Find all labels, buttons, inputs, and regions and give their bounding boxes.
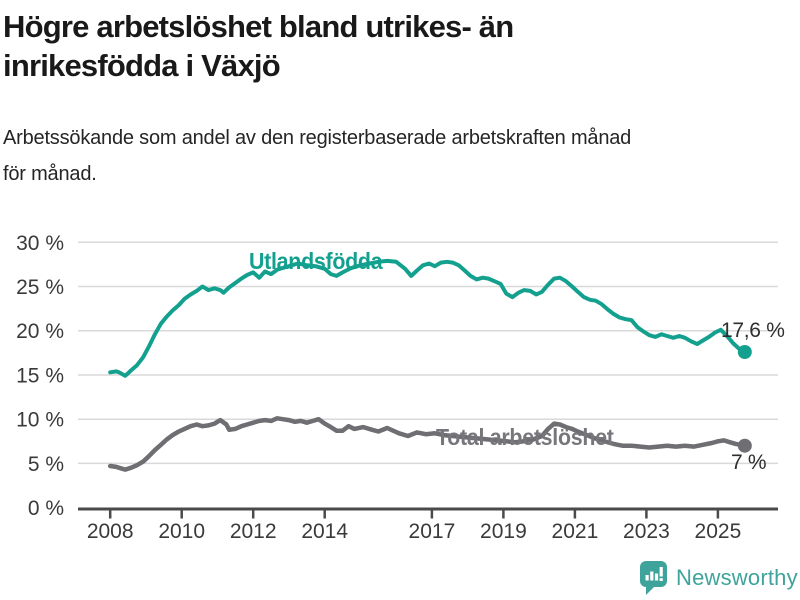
- series-line-1: [107, 416, 748, 472]
- series-label-total-arbetsloshet: Total arbetslöshet: [436, 424, 614, 450]
- x-tick-label: 2021: [552, 520, 599, 543]
- logo-bar-1: [645, 575, 649, 581]
- y-tick-label: 25 %: [16, 276, 64, 299]
- x-tick-label: 2014: [301, 520, 348, 543]
- subtitle-line-1: Arbetssökande som andel av den registerb…: [3, 127, 632, 149]
- y-tick-label: 0 %: [28, 497, 64, 520]
- subtitle-line-2: för månad.: [3, 163, 97, 185]
- y-tick-label: 30 %: [16, 232, 64, 255]
- logo-bubble-shape: [640, 561, 667, 595]
- series-label-utlandsfodda: Utlandsfödda: [249, 248, 383, 274]
- logo-bar-3: [654, 573, 659, 581]
- newsworthy-logo-text: Newsworthy: [676, 565, 798, 590]
- logo-exclamation-stem: [659, 567, 663, 577]
- x-tick-label: 2023: [623, 520, 670, 543]
- series-end-dot-1: [737, 438, 752, 453]
- y-tick-label: 15 %: [16, 365, 64, 388]
- chart-subtitle: Arbetssökande som andel av den registerb…: [3, 120, 783, 192]
- x-tick-label: 2010: [158, 520, 205, 543]
- gridlines: [78, 241, 778, 465]
- x-tick-label: 2017: [409, 520, 456, 543]
- y-axis-labels: 0 % 5 % 10 % 15 % 20 % 25 % 30 %: [16, 232, 64, 520]
- series-end-dot-0: [737, 345, 752, 359]
- logo-exclamation-dot: [659, 578, 663, 581]
- newsworthy-logo-icon: [640, 561, 667, 595]
- series-line-0: [108, 258, 747, 378]
- logo-bar-2: [650, 571, 654, 581]
- title-line-1: Högre arbetslöshet bland utrikes- än: [3, 9, 514, 44]
- y-tick-label: 10 %: [16, 409, 64, 432]
- newsworthy-logo: Newsworthy: [640, 561, 798, 595]
- y-tick-label: 20 %: [16, 320, 64, 343]
- x-axis: 2008 2010 2012 2014 2017 2019 2021 2023 2025: [78, 507, 778, 543]
- y-tick-label: 5 %: [28, 453, 64, 476]
- end-value-label-utlandsfodda: 17,6 %: [721, 319, 785, 342]
- title-line-2: inrikesfödda i Växjö: [3, 48, 281, 83]
- x-tick-label: 2019: [480, 520, 527, 543]
- x-tick-label: 2008: [87, 520, 134, 543]
- end-value-label-total: 7 %: [731, 451, 767, 474]
- x-tick-label: 2025: [695, 520, 742, 543]
- page-title: Högre arbetslöshet bland utrikes- än inr…: [3, 7, 763, 85]
- x-tick-label: 2012: [230, 520, 277, 543]
